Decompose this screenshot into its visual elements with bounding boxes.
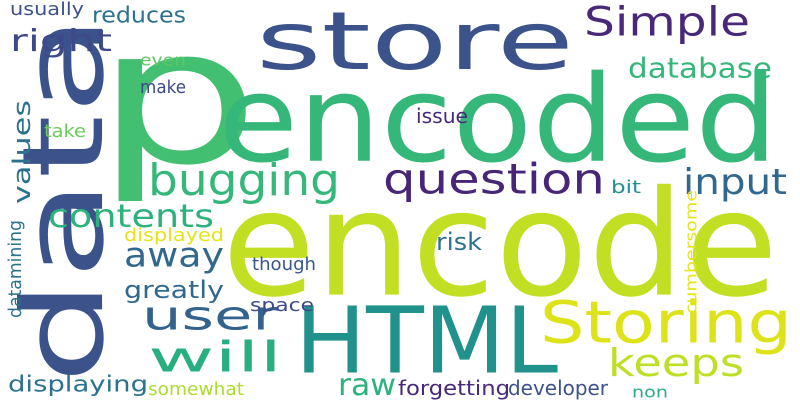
word-contents: contents bbox=[48, 197, 214, 235]
word-risk: risk bbox=[436, 227, 482, 256]
word-right: right bbox=[10, 23, 112, 59]
word-usually: usually bbox=[10, 0, 84, 20]
word-bugging: bugging bbox=[148, 154, 340, 206]
word-encoded: encoded bbox=[218, 49, 778, 190]
word-though: though bbox=[252, 253, 316, 275]
word-input: input bbox=[683, 160, 787, 203]
word-cumbersome: cumbersome bbox=[681, 190, 701, 314]
word-space: space bbox=[250, 294, 314, 316]
word-make: make bbox=[140, 76, 186, 98]
word-datamining: datamining bbox=[4, 220, 26, 318]
word-will: will bbox=[148, 332, 282, 382]
word-forgetting: forgetting bbox=[398, 376, 510, 400]
word-displayed: displayed bbox=[124, 224, 224, 246]
word-database: database bbox=[628, 51, 772, 85]
word-p: p bbox=[95, 0, 260, 208]
word-raw: raw bbox=[338, 367, 396, 400]
word-storing: Storing bbox=[540, 288, 792, 357]
word-keeps: keeps bbox=[608, 340, 744, 386]
word-reduces: reduces bbox=[92, 2, 186, 28]
word-take: take bbox=[44, 120, 86, 142]
word-non: non bbox=[632, 382, 668, 400]
word-issue: issue bbox=[416, 104, 468, 128]
word-simple: Simple bbox=[584, 0, 750, 46]
word-user: user bbox=[142, 292, 278, 340]
word-even: even bbox=[140, 50, 186, 70]
word-store: store bbox=[256, 0, 574, 89]
word-greatly: greatly bbox=[124, 275, 224, 304]
word-question: question bbox=[383, 154, 605, 204]
word-bit: bit bbox=[611, 176, 641, 198]
word-html: HTML bbox=[295, 286, 558, 395]
word-displaying: displaying bbox=[8, 371, 148, 397]
word-encode: encode bbox=[222, 158, 778, 330]
word-developer: developer bbox=[508, 376, 608, 400]
word-values: values bbox=[7, 100, 36, 204]
word-away: away bbox=[124, 234, 224, 275]
word-somewhat: somewhat bbox=[148, 378, 244, 400]
